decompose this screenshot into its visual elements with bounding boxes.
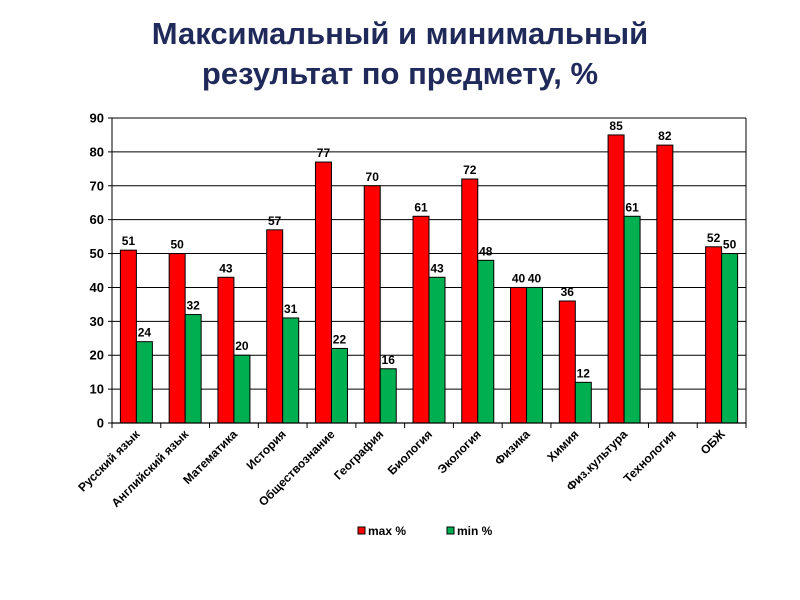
bar-max <box>217 276 235 424</box>
chart-title-line-2: результат по предмету, % <box>201 56 599 91</box>
y-tick-label: 50 <box>90 246 104 261</box>
chart-title-line-1: Максимальный и минимальный <box>151 16 649 51</box>
data-label-max: 51 <box>122 234 136 248</box>
bar-max <box>119 249 137 424</box>
legend-swatch-max <box>357 526 366 535</box>
data-label-max: 72 <box>463 163 477 177</box>
data-label-max: 85 <box>609 119 623 133</box>
bar-min <box>184 314 202 424</box>
data-label-min: 22 <box>333 332 347 346</box>
data-label-max: 50 <box>170 238 184 252</box>
bar-min <box>330 347 348 424</box>
data-label-max: 77 <box>317 146 331 160</box>
y-tick-label: 60 <box>90 212 104 227</box>
y-tick-label: 10 <box>90 382 104 397</box>
bar-max <box>510 286 528 424</box>
y-axis: 0 10 20 30 40 50 60 70 80 90 <box>90 111 113 431</box>
legend-swatch-min <box>446 526 455 535</box>
data-label-min: 61 <box>625 200 639 214</box>
bar-max <box>168 253 186 424</box>
x-tick-label: ОБЖ <box>698 427 728 457</box>
data-label-max: 43 <box>219 261 233 275</box>
bar-min <box>477 259 495 424</box>
bar-max <box>412 215 430 424</box>
x-tick-label: География <box>331 427 386 482</box>
data-label-min: 50 <box>723 238 737 252</box>
data-label-min: 24 <box>138 326 152 340</box>
bar-max <box>558 300 576 424</box>
bar-min <box>428 276 446 424</box>
bar-max <box>314 161 332 424</box>
bar-min <box>574 381 592 424</box>
bar-min <box>135 341 153 424</box>
x-tick-label: Технология <box>621 427 679 485</box>
data-label-min: 40 <box>528 271 542 285</box>
y-tick-label: 70 <box>90 178 104 193</box>
y-tick-label: 80 <box>90 144 104 159</box>
y-tick-label: 0 <box>97 416 104 431</box>
y-tick-label: 90 <box>90 111 104 126</box>
data-label-max: 82 <box>658 129 672 143</box>
bar-min <box>282 317 300 424</box>
x-tick-label: Физика <box>492 427 533 468</box>
x-tick-label: Химия <box>544 427 581 464</box>
bar-max <box>363 185 381 424</box>
bar-max <box>656 144 674 424</box>
x-tick-label: История <box>244 427 289 472</box>
data-label-max: 61 <box>414 200 428 214</box>
data-label-max: 57 <box>268 214 282 228</box>
y-tick-label: 20 <box>90 348 104 363</box>
x-tick-label: Биология <box>385 427 435 477</box>
data-label-min: 31 <box>284 302 298 316</box>
bar-min <box>623 215 641 424</box>
y-tick-label: 30 <box>90 314 104 329</box>
bars <box>119 134 739 424</box>
bar-min <box>233 354 251 424</box>
data-labels: 51 24 50 32 43 20 57 31 77 22 70 16 61 43 72 48 40 40 36 12… <box>122 119 737 380</box>
data-label-min: 20 <box>235 339 249 353</box>
legend: max % min % <box>357 524 493 538</box>
bar-max <box>705 246 723 424</box>
data-label-min: 48 <box>479 244 493 258</box>
bar-max <box>461 178 479 424</box>
data-label-min: 32 <box>186 299 200 313</box>
bar-max <box>607 134 625 424</box>
x-tick-label: Экология <box>435 427 484 476</box>
data-label-max: 70 <box>366 170 380 184</box>
data-label-max: 40 <box>512 271 526 285</box>
data-label-min: 43 <box>430 261 444 275</box>
bar-min <box>379 368 397 424</box>
bar-min <box>721 253 739 424</box>
data-label-max: 36 <box>561 285 575 299</box>
y-tick-label: 40 <box>90 280 104 295</box>
data-label-min: 16 <box>382 353 396 367</box>
data-label-min: 12 <box>577 366 591 380</box>
chart-title: Максимальный и минимальный результат по … <box>0 14 800 94</box>
legend-label-min: min % <box>457 524 493 538</box>
bar-max <box>266 229 284 424</box>
bar-min <box>526 286 544 424</box>
data-label-max: 52 <box>707 231 721 245</box>
legend-label-max: max % <box>368 524 406 538</box>
